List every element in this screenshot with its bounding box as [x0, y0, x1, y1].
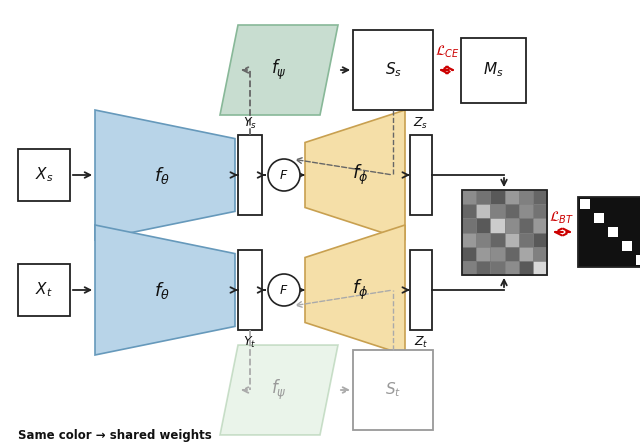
Bar	[504, 204, 518, 218]
Text: $f_\phi$: $f_\phi$	[352, 163, 368, 187]
Bar	[533, 261, 547, 275]
Bar	[504, 218, 518, 233]
Bar	[518, 218, 533, 233]
Bar	[533, 247, 547, 261]
Bar	[410, 250, 432, 330]
Bar	[490, 233, 504, 247]
Polygon shape	[305, 225, 405, 355]
Text: $S_s$: $S_s$	[385, 61, 401, 79]
Bar	[504, 233, 518, 247]
Bar	[533, 218, 547, 233]
Bar	[462, 204, 476, 218]
Text: $Y_s$: $Y_s$	[243, 115, 257, 131]
Bar	[621, 241, 632, 251]
Bar	[18, 149, 70, 201]
Bar	[353, 350, 433, 430]
Bar	[462, 190, 476, 204]
Bar	[504, 190, 518, 204]
Bar	[462, 261, 476, 275]
Text: $f_\phi$: $f_\phi$	[352, 278, 368, 302]
Bar	[462, 190, 547, 275]
Polygon shape	[305, 110, 405, 240]
Text: $f_\psi$: $f_\psi$	[271, 378, 287, 402]
Text: $f_\psi$: $f_\psi$	[271, 58, 287, 82]
Text: $Y_t$: $Y_t$	[243, 334, 257, 349]
Bar	[518, 247, 533, 261]
Text: $f_\theta$: $f_\theta$	[154, 164, 170, 186]
Polygon shape	[95, 110, 235, 240]
Text: $S_t$: $S_t$	[385, 381, 401, 399]
Bar	[533, 190, 547, 204]
Bar	[476, 233, 490, 247]
Bar	[518, 190, 533, 204]
Bar	[490, 261, 504, 275]
Bar	[462, 218, 476, 233]
Bar	[410, 135, 432, 215]
Bar	[461, 38, 526, 103]
Text: $\mathcal{L}_{BT}$: $\mathcal{L}_{BT}$	[550, 210, 575, 226]
Bar	[18, 264, 70, 316]
Bar	[238, 250, 262, 330]
Text: $f_\theta$: $f_\theta$	[154, 280, 170, 301]
Bar	[518, 204, 533, 218]
Bar	[353, 30, 433, 110]
Bar	[636, 255, 640, 266]
Bar	[476, 190, 490, 204]
Bar	[580, 198, 590, 209]
Polygon shape	[220, 25, 338, 115]
Bar	[238, 135, 262, 215]
Bar	[462, 247, 476, 261]
Text: $Z_s$: $Z_s$	[413, 115, 429, 131]
Bar	[533, 204, 547, 218]
Text: Same color → shared weights: Same color → shared weights	[18, 428, 212, 441]
Bar	[594, 213, 604, 223]
Bar	[490, 190, 504, 204]
Bar	[490, 218, 504, 233]
Bar	[608, 227, 618, 238]
Bar	[578, 197, 640, 267]
Bar	[490, 204, 504, 218]
Polygon shape	[220, 345, 338, 435]
Text: $Z_t$: $Z_t$	[413, 334, 428, 349]
Bar	[476, 261, 490, 275]
Bar	[462, 233, 476, 247]
Text: $F$: $F$	[279, 169, 289, 182]
Bar	[476, 218, 490, 233]
Bar	[518, 261, 533, 275]
Text: $X_s$: $X_s$	[35, 166, 53, 184]
Bar	[490, 247, 504, 261]
Text: $F$: $F$	[279, 284, 289, 297]
Bar	[504, 261, 518, 275]
Circle shape	[268, 274, 300, 306]
Polygon shape	[95, 225, 235, 355]
Bar	[518, 233, 533, 247]
Bar	[504, 247, 518, 261]
Bar	[476, 247, 490, 261]
Text: $\mathcal{L}_{CE}$: $\mathcal{L}_{CE}$	[435, 44, 460, 60]
Bar	[533, 233, 547, 247]
Text: $M_s$: $M_s$	[483, 61, 503, 79]
Bar	[476, 204, 490, 218]
Circle shape	[268, 159, 300, 191]
Text: $X_t$: $X_t$	[35, 281, 53, 299]
